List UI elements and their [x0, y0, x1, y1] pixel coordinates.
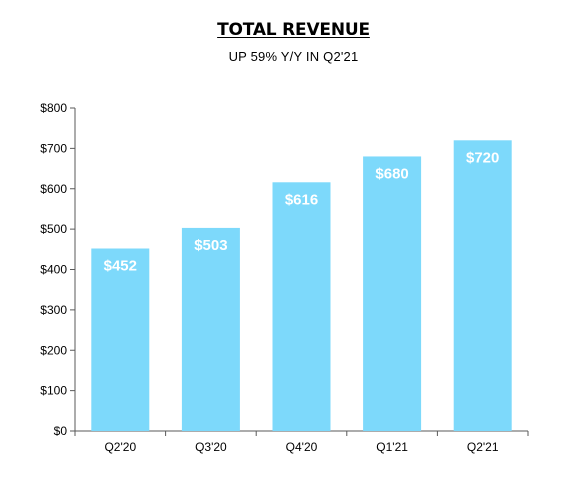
bars [91, 140, 512, 432]
x-tick-label: Q2'21 [467, 440, 499, 454]
y-tick-label: $0 [54, 424, 68, 438]
bar [181, 227, 240, 431]
x-tick-label: Q4'20 [286, 440, 318, 454]
x-tick-label: Q3'20 [195, 440, 227, 454]
bar [363, 156, 422, 431]
bar-data-label: $680 [375, 165, 408, 182]
x-tick-label: Q1'21 [376, 440, 408, 454]
bar [91, 248, 150, 431]
y-tick-label: $400 [40, 263, 67, 277]
y-tick-label: $600 [40, 182, 67, 196]
chart-subtitle: UP 59% Y/Y IN Q2'21 [228, 49, 359, 64]
y-tick-label: $800 [40, 101, 67, 115]
bar-data-label: $616 [285, 191, 318, 208]
bar [272, 182, 331, 431]
y-axis: $0 $100 $200 $300 $400 $500 $600 $700 $800 [40, 101, 76, 438]
y-tick-label: $700 [40, 141, 67, 155]
bar-data-labels: $452 $503 $616 $680 $720 [104, 149, 500, 274]
bar-data-label: $503 [194, 237, 227, 254]
y-tick-label: $500 [40, 222, 67, 236]
y-tick-label: $300 [40, 303, 67, 317]
y-tick-label: $200 [40, 343, 67, 357]
bar-data-label: $452 [104, 258, 137, 275]
x-axis: Q2'20 Q3'20 Q4'20 Q1'21 Q2'21 [74, 430, 529, 454]
bar [453, 140, 512, 432]
chart-title: TOTAL REVENUE [217, 20, 370, 40]
bar-data-label: $720 [466, 149, 499, 166]
y-tick-label: $100 [40, 384, 67, 398]
x-tick-label: Q2'20 [104, 440, 136, 454]
